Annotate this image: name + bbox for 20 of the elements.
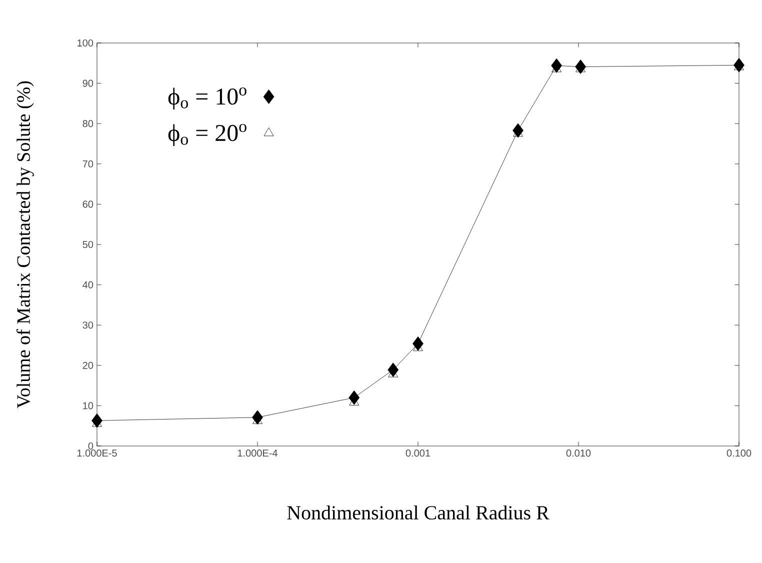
legend-label: ϕ$_{o}$ = 20$^{o}$: [168, 124, 246, 146]
x-tick-label: 0.001: [406, 450, 430, 457]
y-tick-label: 100: [78, 39, 94, 47]
x-axis-title: Nondimensional Canal Radius R: [287, 505, 550, 520]
y-tick-label: 80: [82, 120, 94, 128]
y-tick-label: 90: [82, 80, 94, 87]
legend-label: ϕ$_{o}$ = 10$^{o}$: [168, 87, 246, 110]
y-tick-label: 50: [82, 240, 94, 248]
y-tick-label: 60: [82, 200, 94, 208]
x-tick-label: 0.100: [726, 450, 752, 457]
x-tick-label: 1.000E-4: [238, 450, 278, 457]
y-tick-label: 0: [88, 442, 94, 450]
y-tick-label: 10: [83, 402, 94, 410]
y-axis-title: Volume of Matrix Contacted by Solute (%): [16, 81, 34, 408]
y-tick-label: 20: [82, 362, 94, 369]
y-tick-label: 30: [82, 322, 94, 329]
y-tick-label: 70: [82, 160, 94, 168]
y-tick-label: 40: [82, 281, 94, 288]
x-tick-label: 0.010: [566, 450, 591, 457]
x-tick-label: 1.000E-5: [77, 450, 117, 457]
